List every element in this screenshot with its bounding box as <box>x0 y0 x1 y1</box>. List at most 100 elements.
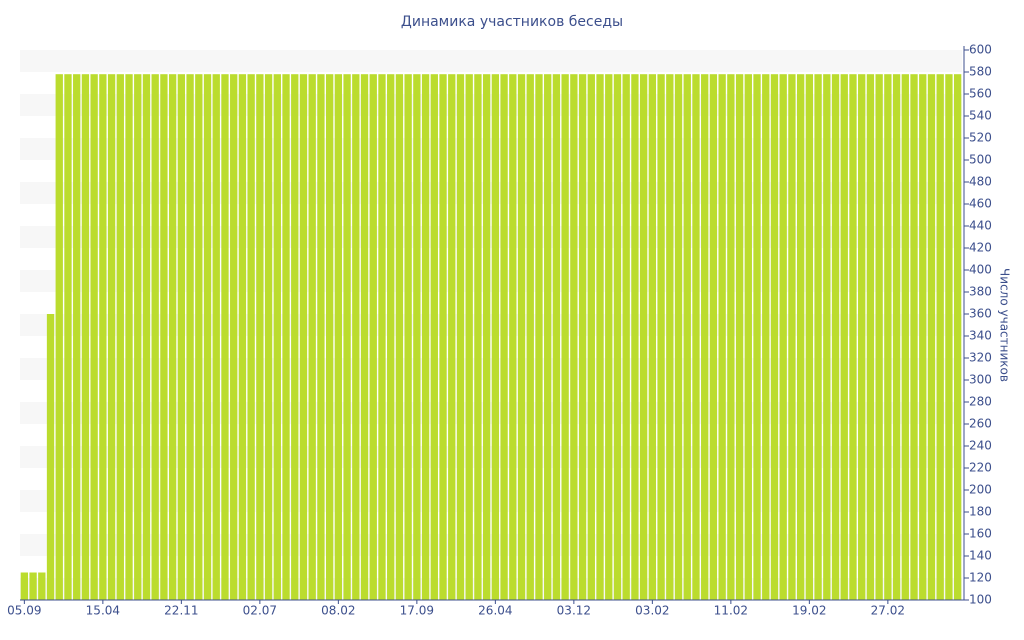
x-tick-label: 26.04 <box>478 604 512 618</box>
grid-band <box>20 534 962 556</box>
bar <box>273 74 281 600</box>
x-tick-label: 17.09 <box>400 604 434 618</box>
bar <box>177 74 186 600</box>
grid-band <box>20 446 962 468</box>
y-tick-label: 220 <box>969 461 992 475</box>
bar <box>325 74 334 600</box>
bar <box>308 74 316 600</box>
y-tick-label: 420 <box>969 241 992 255</box>
bar <box>858 74 866 600</box>
bar <box>256 74 264 600</box>
bar <box>99 74 107 600</box>
y-tick-label: 320 <box>969 351 992 365</box>
bar <box>509 74 517 600</box>
bar <box>282 74 290 600</box>
bar <box>535 74 543 600</box>
bar <box>823 74 831 600</box>
y-tick-label: 280 <box>969 395 992 409</box>
grid-band <box>20 490 962 512</box>
x-tick-label: 03.12 <box>557 604 591 618</box>
bar <box>718 74 726 600</box>
grid-band <box>20 94 962 116</box>
x-tick-label: 22.11 <box>164 604 198 618</box>
bar <box>299 74 308 600</box>
y-tick-label: 500 <box>969 153 992 167</box>
bar <box>622 74 630 600</box>
bar <box>343 74 351 600</box>
bar <box>692 74 700 600</box>
bar <box>945 74 953 600</box>
bar <box>360 74 369 600</box>
bar <box>474 74 482 600</box>
bar <box>578 74 587 600</box>
bar <box>517 74 526 600</box>
bar <box>334 74 343 600</box>
bar <box>544 74 552 600</box>
bar <box>596 74 604 600</box>
bar <box>90 74 98 600</box>
bar <box>317 74 325 600</box>
grid-band <box>20 358 962 380</box>
bar <box>753 74 761 600</box>
bar <box>683 74 691 600</box>
y-tick-label: 180 <box>969 505 992 519</box>
bar <box>919 74 927 600</box>
bar <box>73 74 81 600</box>
bar <box>195 74 203 600</box>
bar <box>38 572 46 600</box>
bar <box>378 74 386 600</box>
bar <box>840 74 848 600</box>
bar <box>456 74 465 600</box>
y-tick-label: 140 <box>969 549 992 563</box>
bar <box>727 74 735 600</box>
bar <box>796 74 805 600</box>
y-tick-label: 340 <box>969 329 992 343</box>
bar <box>413 74 421 600</box>
bar <box>892 74 901 600</box>
y-tick-label: 400 <box>969 263 992 277</box>
bar <box>884 74 892 600</box>
bar <box>526 74 534 600</box>
bar <box>901 74 909 600</box>
bar <box>369 74 377 600</box>
bar <box>20 572 29 600</box>
bar <box>910 74 918 600</box>
bar <box>953 74 962 600</box>
bar <box>744 74 752 600</box>
x-tick-label: 02.07 <box>243 604 277 618</box>
bar <box>107 74 116 600</box>
bar <box>212 74 220 600</box>
grid-band <box>20 182 962 204</box>
bar <box>657 74 665 600</box>
y-tick-label: 260 <box>969 417 992 431</box>
bar <box>875 74 883 600</box>
bar <box>151 74 159 600</box>
grid-band <box>20 402 962 424</box>
bar <box>788 74 796 600</box>
bar <box>561 74 569 600</box>
y-tick-label: 480 <box>969 175 992 189</box>
grid-band <box>20 138 962 160</box>
bar <box>762 74 770 600</box>
x-tick-label: 05.09 <box>7 604 41 618</box>
bar <box>264 74 273 600</box>
bar <box>142 74 151 600</box>
bar <box>465 74 473 600</box>
x-tick-label: 19.02 <box>792 604 826 618</box>
bar <box>46 314 55 600</box>
bar <box>395 74 404 600</box>
grid-band <box>20 226 962 248</box>
y-tick-label: 520 <box>969 131 992 145</box>
bar <box>491 74 500 600</box>
bar <box>570 74 578 600</box>
x-tick-label: 15.04 <box>86 604 120 618</box>
bar <box>500 74 508 600</box>
bar <box>770 74 779 600</box>
bar <box>116 74 124 600</box>
bar <box>482 74 491 600</box>
y-tick-label: 600 <box>969 43 992 57</box>
bar <box>238 74 247 600</box>
y-tick-label: 160 <box>969 527 992 541</box>
bar <box>134 74 142 600</box>
bar <box>552 74 561 600</box>
